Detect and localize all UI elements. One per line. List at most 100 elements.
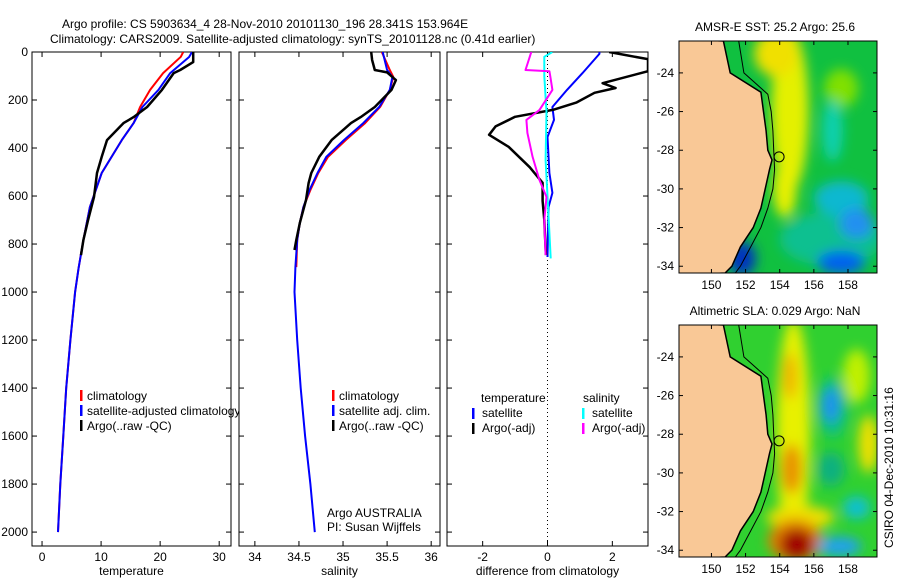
series-line-argo-raw-qc- xyxy=(79,52,195,256)
y-tick-label: -26 xyxy=(657,105,675,119)
axes-box xyxy=(238,51,441,547)
legend-label: Argo(..raw -QC) xyxy=(87,419,172,433)
sla-map: Altimetric SLA: 0.029 Argo: NaN 150 152 154… xyxy=(657,304,878,576)
x-axis-label: temperature xyxy=(99,564,164,578)
legend-swatch xyxy=(80,390,83,401)
x-tick-label: 30 xyxy=(213,550,227,564)
legend-swatch xyxy=(332,420,335,431)
field-anomaly xyxy=(772,159,797,218)
field-anomaly xyxy=(781,443,802,495)
map-title: Altimetric SLA: 0.029 Argo: NaN xyxy=(690,304,861,318)
x-axis-label: salinity xyxy=(321,564,358,578)
x-tick-label: -2 xyxy=(477,550,488,564)
profile-panel-salinity: 34 34.5 35 35.5 36 salinity climatologysatelli… xyxy=(238,51,441,578)
legend-swatch xyxy=(582,408,585,419)
legend-label: satellite adj. clim. xyxy=(339,404,430,418)
argo-location-marker xyxy=(773,435,785,447)
isobath-line xyxy=(734,325,776,557)
x-tick-label: 10 xyxy=(94,550,108,564)
land-australia xyxy=(679,325,773,557)
series-group xyxy=(57,52,195,533)
y-tick-label: 800 xyxy=(8,237,28,251)
x-tick-label: 156 xyxy=(804,562,824,576)
field-anomaly xyxy=(842,349,871,404)
legend-swatch xyxy=(80,405,83,416)
field-features xyxy=(766,325,877,557)
series-line-argo-raw-qc- xyxy=(293,52,398,251)
y-tick-label: 400 xyxy=(8,141,28,155)
field-anomaly xyxy=(771,41,809,193)
y-tick-label: -28 xyxy=(657,427,675,441)
profile-panel-temperature: 0 10 20 30 temperature 0 200 400 600 800 1000 1200 1… xyxy=(1,45,240,578)
x-tick-label: 152 xyxy=(736,562,756,576)
y-tick-label: 1400 xyxy=(1,381,28,395)
x-tick-label: 158 xyxy=(838,562,858,576)
field-anomaly xyxy=(754,41,799,77)
field-anomaly xyxy=(817,250,866,273)
y-tick-label: -24 xyxy=(657,66,675,80)
field-anomaly xyxy=(839,208,874,240)
y-tick-label: 1200 xyxy=(1,333,28,347)
axes-box xyxy=(446,51,649,547)
field-anomaly xyxy=(822,99,843,162)
series-line-temperature-satellite xyxy=(546,52,601,258)
x-tick-label: 35 xyxy=(336,550,350,564)
x-axis-label: difference from climatology xyxy=(476,564,619,578)
x-tick-label: 35.5 xyxy=(375,550,399,564)
x-tick-label: 158 xyxy=(838,278,858,292)
x-tick-label: 156 xyxy=(804,278,824,292)
figure-title-line1: Argo profile: CS 5903634_4 28-Nov-2010 2… xyxy=(62,17,468,31)
y-tick-label: 1800 xyxy=(1,477,28,491)
series-group xyxy=(487,52,648,546)
field-anomaly xyxy=(783,353,797,400)
field-anomaly xyxy=(813,181,869,216)
x-tick-label: 0 xyxy=(39,550,46,564)
series-group xyxy=(293,52,398,533)
map-axes-box xyxy=(678,40,878,274)
x-tick-label: 150 xyxy=(701,278,721,292)
y-tick-label: -30 xyxy=(657,466,675,480)
y-tick-label: -34 xyxy=(657,543,675,557)
annotation-text: PI: Susan Wijffels xyxy=(327,520,421,534)
y-tick-label: 1600 xyxy=(1,429,28,443)
legend-label: satellite xyxy=(592,406,633,420)
field-anomaly xyxy=(817,536,862,557)
x-tick-label: 36 xyxy=(425,550,439,564)
y-tick-label: -30 xyxy=(657,182,675,196)
legend-swatch xyxy=(472,408,475,419)
side-label: CSIRO 04-Dec-2010 10:31:16 xyxy=(882,387,896,548)
y-tick-label: 200 xyxy=(8,93,28,107)
field-anomaly xyxy=(858,414,877,473)
y-tick-label: -34 xyxy=(657,259,675,273)
isobath-line xyxy=(734,41,776,273)
sst-map: AMSR-E SST: 25.2 Argo: 25.6 150 152 154 156 1… xyxy=(657,20,878,292)
map-axes-box xyxy=(678,324,878,558)
x-tick-label: 0 xyxy=(544,550,551,564)
y-tick-label: 0 xyxy=(21,45,28,59)
x-tick-label: 154 xyxy=(770,278,790,292)
y-tick-label: -26 xyxy=(657,389,675,403)
map-title: AMSR-E SST: 25.2 Argo: 25.6 xyxy=(695,20,855,34)
legend-swatch xyxy=(332,405,335,416)
legend-label: Argo(-adj) xyxy=(592,421,645,435)
legend-header: salinity xyxy=(583,391,620,405)
y-tick-label: -28 xyxy=(657,143,675,157)
y-tick-label: 1000 xyxy=(1,285,28,299)
series-line-salinity-satellite xyxy=(543,52,553,259)
figure-title-line2: Climatology: CARS2009. Satellite-adjuste… xyxy=(50,32,535,46)
legend-swatch xyxy=(582,423,585,434)
land-australia xyxy=(679,41,773,273)
legend-swatch xyxy=(332,390,335,401)
annotation-text: Argo AUSTRALIA xyxy=(327,506,422,520)
legend-label: Argo(-adj) xyxy=(482,421,535,435)
legend-swatch xyxy=(80,420,83,431)
legend-label: satellite xyxy=(482,406,523,420)
series-line-salinity-argo-adj- xyxy=(524,52,554,256)
x-tick-label: 34.5 xyxy=(287,550,311,564)
axes-box xyxy=(31,51,232,547)
series-line-satellite-adjusted-climatology xyxy=(57,52,193,533)
argo-location-marker xyxy=(773,151,785,163)
y-tick-label: -32 xyxy=(657,505,675,519)
x-tick-label: 152 xyxy=(736,278,756,292)
